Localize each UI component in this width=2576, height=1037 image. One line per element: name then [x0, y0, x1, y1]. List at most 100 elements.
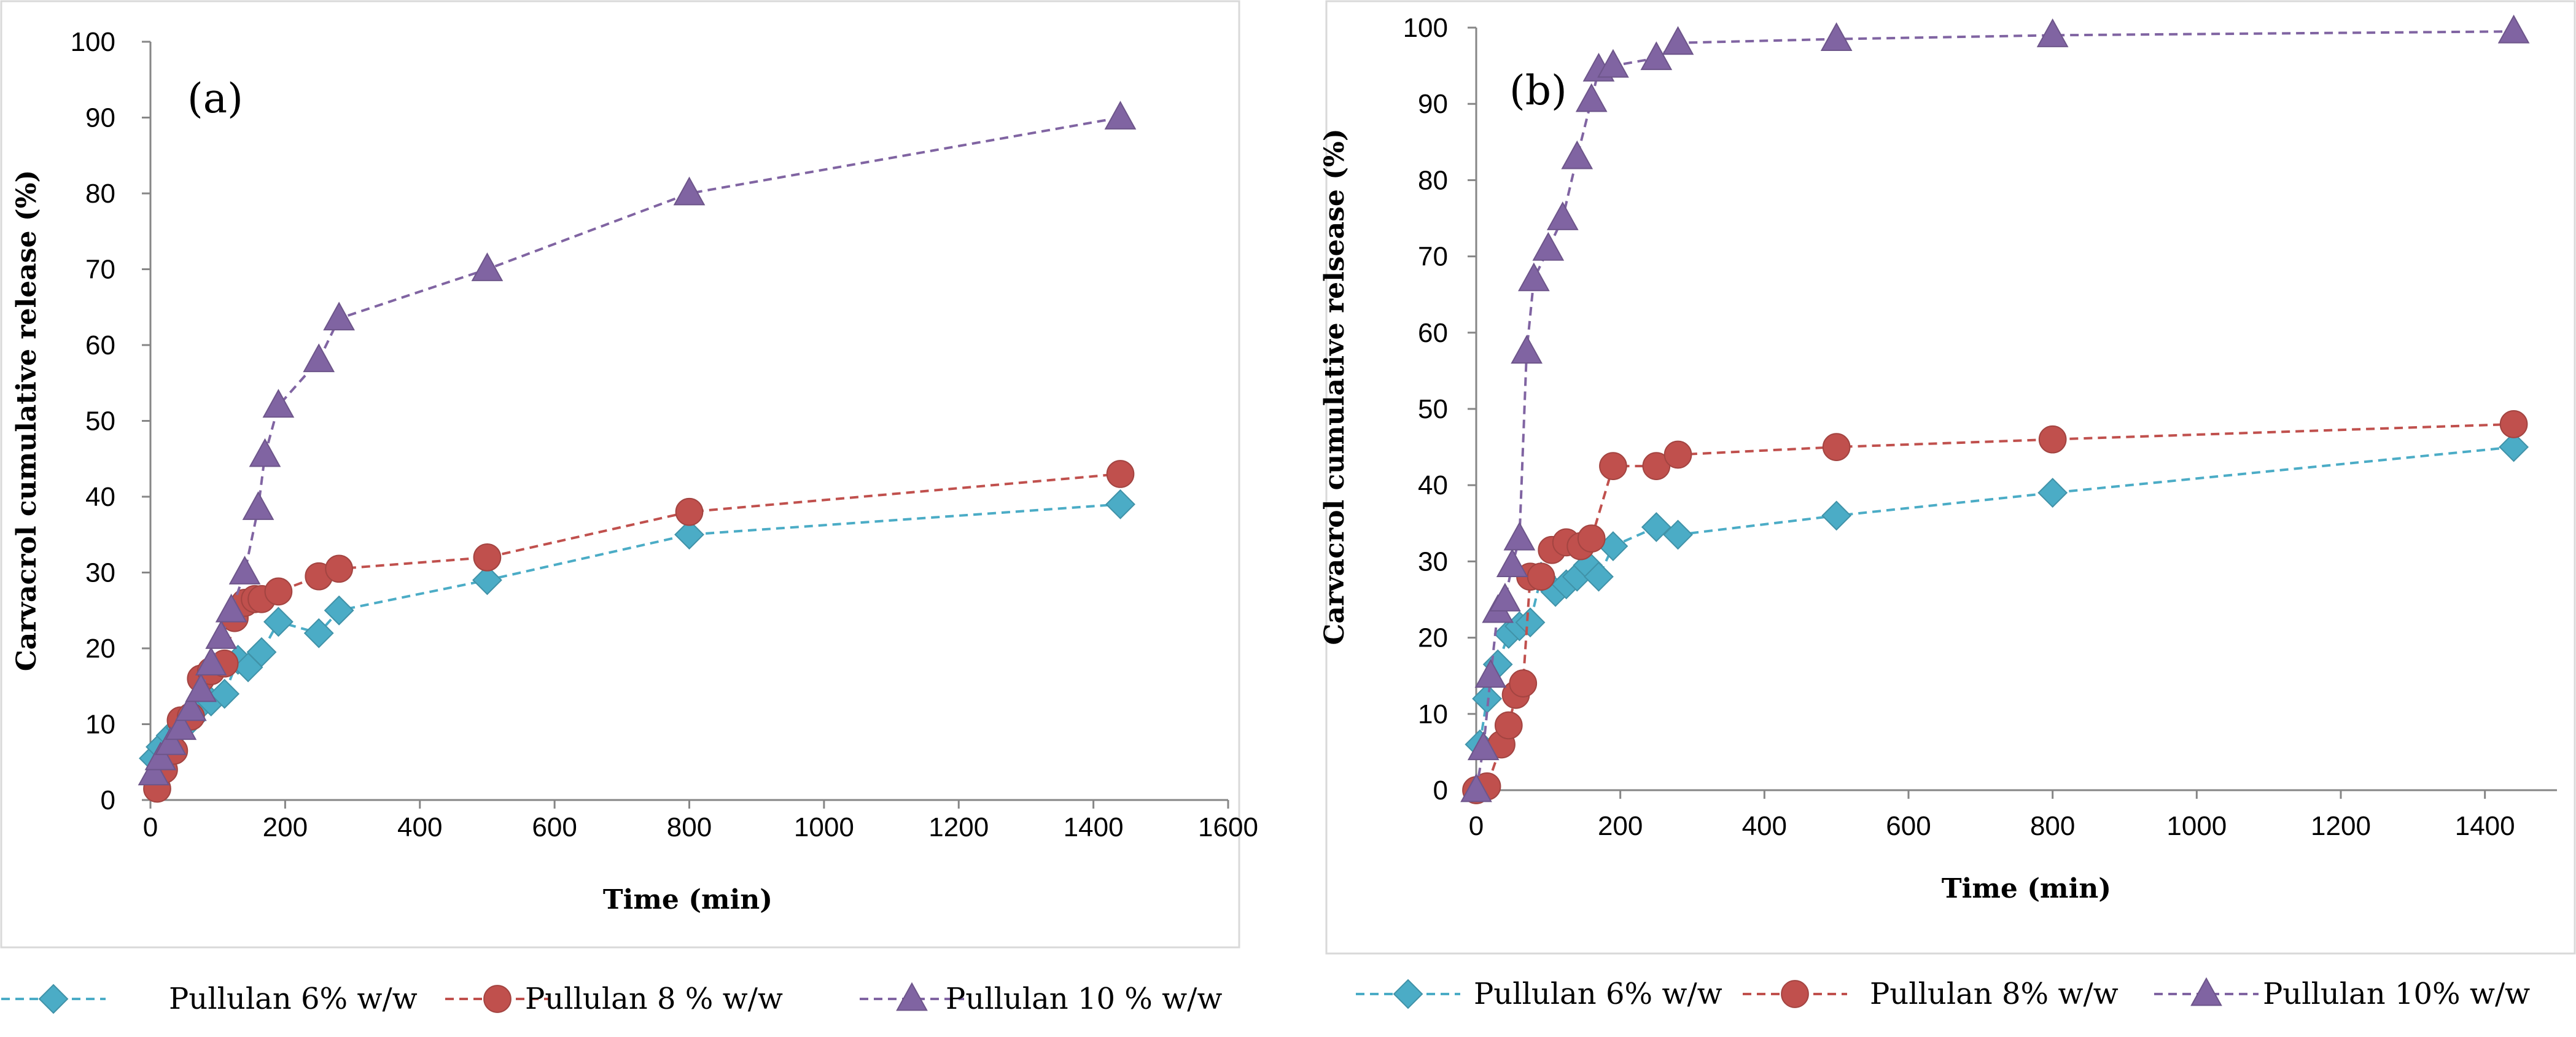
data-point [303, 343, 335, 373]
panel-label-a: (a) [187, 75, 243, 122]
data-point [1509, 669, 1538, 697]
data-point [195, 647, 227, 676]
data-point [1105, 489, 1135, 519]
series-group-a [138, 101, 1137, 803]
data-point [303, 618, 334, 648]
y-tick-label: 60 [1418, 318, 1448, 348]
x-tick-label: 400 [1742, 811, 1787, 841]
data-point [1527, 562, 1555, 591]
chart-frame-b [1325, 0, 2576, 955]
y-tick-label: 80 [1418, 165, 1448, 195]
data-point [165, 711, 197, 740]
y-tick-label: 80 [85, 179, 115, 209]
x-tick-label: 1400 [2455, 811, 2515, 841]
legend-a: Pullulan 6% w/w Pullulan 8 % w/w Pullulan … [1, 982, 1223, 1016]
y-tick-label: 20 [1418, 623, 1448, 653]
legend-label: Pullulan 10 % w/w [946, 982, 1223, 1016]
data-point [1584, 561, 1614, 592]
y-tick-label: 90 [1418, 89, 1448, 119]
data-point [262, 389, 295, 418]
data-point [1561, 140, 1593, 169]
x-tick-label: 600 [1886, 811, 1931, 841]
data-point [144, 741, 177, 771]
legend-label: Pullulan 6% w/w [169, 982, 418, 1016]
data-point [1662, 26, 1694, 55]
legend-item: Pullulan 10 % w/w [860, 982, 1223, 1016]
y-tick-label: 100 [1403, 13, 1448, 43]
data-point [1489, 583, 1521, 612]
data-point [249, 438, 281, 467]
series-line [156, 472, 1121, 790]
legend-label: Pullulan 10% w/w [2263, 977, 2530, 1011]
data-point [2036, 18, 2069, 47]
data-point [1503, 521, 1536, 551]
legend-label: Pullulan 8% w/w [1870, 977, 2119, 1011]
legend-item: Pullulan 6% w/w [1, 982, 418, 1016]
x-tick-label: 0 [1469, 811, 1484, 841]
x-tick-label: 600 [532, 812, 577, 842]
x-axis-title-b: Time (min) [1942, 873, 2111, 904]
y-tick-label: 30 [85, 558, 115, 588]
legend-b: Pullulan 6% w/w Pullulan 8% w/w Pullulan 1… [1356, 977, 2530, 1011]
y-tick-label: 0 [101, 785, 115, 815]
y-axis-title-b: Carvacrol cumulative relsease (%) [1319, 128, 1350, 645]
y-tick-label: 100 [71, 27, 115, 57]
data-point [1460, 773, 1492, 802]
legend-item: Pullulan 8 % w/w [445, 982, 783, 1016]
legend-swatch-marker [483, 985, 512, 1013]
data-point [185, 673, 217, 702]
y-tick-label: 50 [85, 406, 115, 437]
legend-swatch-marker [1781, 980, 1809, 1008]
chart-frame-a [0, 0, 1240, 949]
data-point [1532, 231, 1565, 261]
y-tick-label: 30 [1418, 546, 1448, 577]
data-point [1575, 83, 1608, 112]
data-point [1599, 452, 1627, 481]
data-point [215, 593, 247, 623]
data-point [674, 519, 704, 550]
x-tick-label: 400 [397, 812, 442, 842]
x-tick-label: 1200 [928, 812, 989, 842]
data-point [2499, 410, 2528, 438]
y-tick-label: 10 [1418, 699, 1448, 729]
legend-item: Pullulan 6% w/w [1356, 977, 1722, 1011]
data-point [209, 678, 240, 709]
y-tick-label: 40 [85, 482, 115, 512]
y-tick-label: 20 [85, 634, 115, 664]
y-tick-label: 90 [85, 103, 115, 133]
data-point [138, 756, 170, 786]
data-point [1546, 201, 1579, 230]
x-tick-label: 1200 [2311, 811, 2371, 841]
legend-swatch-marker [1393, 979, 1423, 1009]
data-point [1515, 607, 1546, 638]
x-tick-label: 1600 [1198, 812, 1258, 842]
data-point [1822, 433, 1851, 461]
x-tick-label: 0 [143, 812, 158, 842]
legend-item: Pullulan 8% w/w [1743, 977, 2119, 1011]
y-axis-title-a: Carvacrol cumulative release (%) [11, 170, 42, 672]
data-point [472, 565, 502, 596]
legend-swatch-marker [896, 982, 928, 1011]
data-point [1511, 335, 1543, 364]
x-tick-label: 1000 [794, 812, 854, 842]
data-point [246, 637, 277, 667]
series-triangle [138, 101, 1137, 786]
y-tick-label: 50 [1418, 394, 1448, 424]
data-point [1642, 452, 1671, 481]
data-point [263, 607, 294, 637]
data-point [673, 176, 706, 206]
legend-swatch-marker [38, 984, 69, 1014]
y-tick-label: 10 [85, 710, 115, 740]
data-point [228, 556, 261, 585]
y-tick-label: 70 [85, 255, 115, 285]
data-point [174, 692, 207, 721]
y-tick-label: 40 [1418, 470, 1448, 500]
series-line [1475, 30, 2514, 791]
series-circle [1462, 410, 2528, 804]
data-point [1474, 659, 1507, 688]
data-point [242, 491, 274, 520]
data-point [1106, 460, 1135, 488]
data-point [1663, 519, 1693, 550]
